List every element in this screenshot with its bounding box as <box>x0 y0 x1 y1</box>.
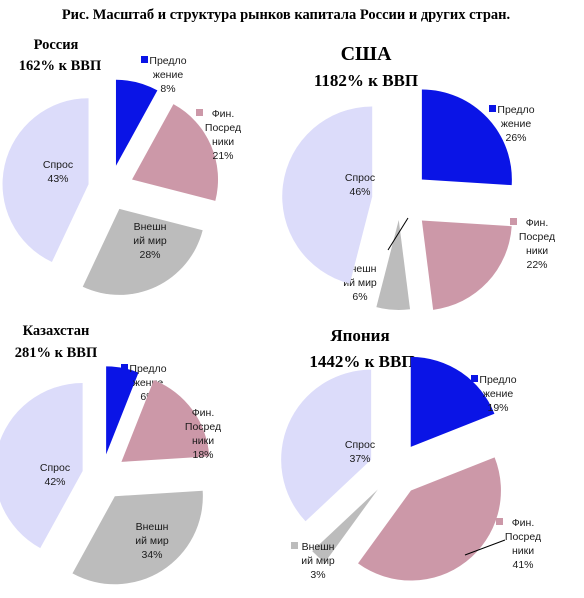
chart-subtitle: 281% к ВВП <box>15 345 97 361</box>
slice-label-demand: Спрос 42% <box>40 462 70 488</box>
pie-chart-1: Россия 162% к ВВП Предло жение 8% Фин. Посред н… <box>2 37 241 295</box>
legend-marker <box>489 105 496 112</box>
slice-demand <box>282 106 373 284</box>
slice-demand <box>281 369 372 522</box>
leader-line <box>387 217 409 251</box>
slice-label-demand: Спрос 46% <box>345 172 375 198</box>
slice-label-fin-intermediaries: Фин. Посред ники 18% <box>185 407 221 461</box>
pie-chart-4: Япония 1442% к ВВП Предло жение 19% Фин. Посре… <box>281 326 541 581</box>
slice-external-world <box>312 489 378 563</box>
slice-label-supply: Предложение6% <box>129 363 166 403</box>
slice-supply <box>421 89 512 186</box>
slice-external-world <box>72 490 203 585</box>
leader-line <box>464 539 506 556</box>
slice-fin-intermediaries <box>132 104 219 201</box>
slice-supply <box>115 79 158 166</box>
slice-label-supply: Предло жение 26% <box>497 104 534 144</box>
slice-external-world <box>82 208 203 295</box>
slice-label-external-world: Внешн ий мир 3% <box>301 541 335 581</box>
legend-marker <box>176 408 183 415</box>
legend-marker <box>141 56 148 63</box>
slice-supply <box>106 366 139 455</box>
legend-marker <box>196 109 203 116</box>
chart-subtitle: 162% к ВВП <box>19 58 101 74</box>
legend-marker <box>496 518 503 525</box>
slice-supply <box>410 356 495 447</box>
slice-demand <box>0 383 83 549</box>
pie-chart-2: США 1182% к ВВП Предло жение 26% Фин. Посред ни… <box>282 43 555 310</box>
legend-marker <box>471 375 478 382</box>
slice-label-supply: Предло жение 19% <box>479 374 516 414</box>
chart-title: США <box>341 43 392 65</box>
slice-fin-intermediaries <box>421 220 512 310</box>
slice-fin-intermediaries <box>121 380 210 462</box>
slice-label-supply: Предло жение 8% <box>149 55 186 95</box>
pie-chart-3: Казахстан 281% к ВВП Предложение6% Фин.Поср… <box>0 323 221 585</box>
chart-subtitle: 1442% к ВВП <box>309 352 414 371</box>
chart-title: Япония <box>330 326 389 345</box>
chart-subtitle: 1182% к ВВП <box>314 71 418 90</box>
slice-label-external-world: Внешн ий мир 28% <box>133 221 167 261</box>
slice-demand <box>2 98 89 263</box>
legend-marker <box>121 364 128 371</box>
chart-title: Россия <box>34 37 79 53</box>
charts: Россия 162% к ВВП Предло жение 8% Фин. Посред н… <box>0 37 555 585</box>
legend-marker <box>291 542 298 549</box>
slice-label-demand: Спрос 37% <box>345 439 375 465</box>
slice-label-fin-intermediaries: Фин. Посред ники 22% <box>519 217 555 271</box>
slice-label-external-world: Внешн ий мир 34% <box>135 521 169 561</box>
slice-label-fin-intermediaries: Фин. Посред ники 21% <box>205 108 241 162</box>
slice-label-demand: Спрос 43% <box>43 159 73 185</box>
chart-title: Казахстан <box>23 323 90 339</box>
legend-marker <box>510 218 517 225</box>
slice-fin-intermediaries <box>358 457 501 581</box>
figure-title: Рис. Масштаб и структура рынков капитала… <box>62 7 510 23</box>
slice-label-fin-intermediaries: Фин. Посред ники 41% <box>505 517 541 571</box>
slice-external-world <box>376 219 411 310</box>
